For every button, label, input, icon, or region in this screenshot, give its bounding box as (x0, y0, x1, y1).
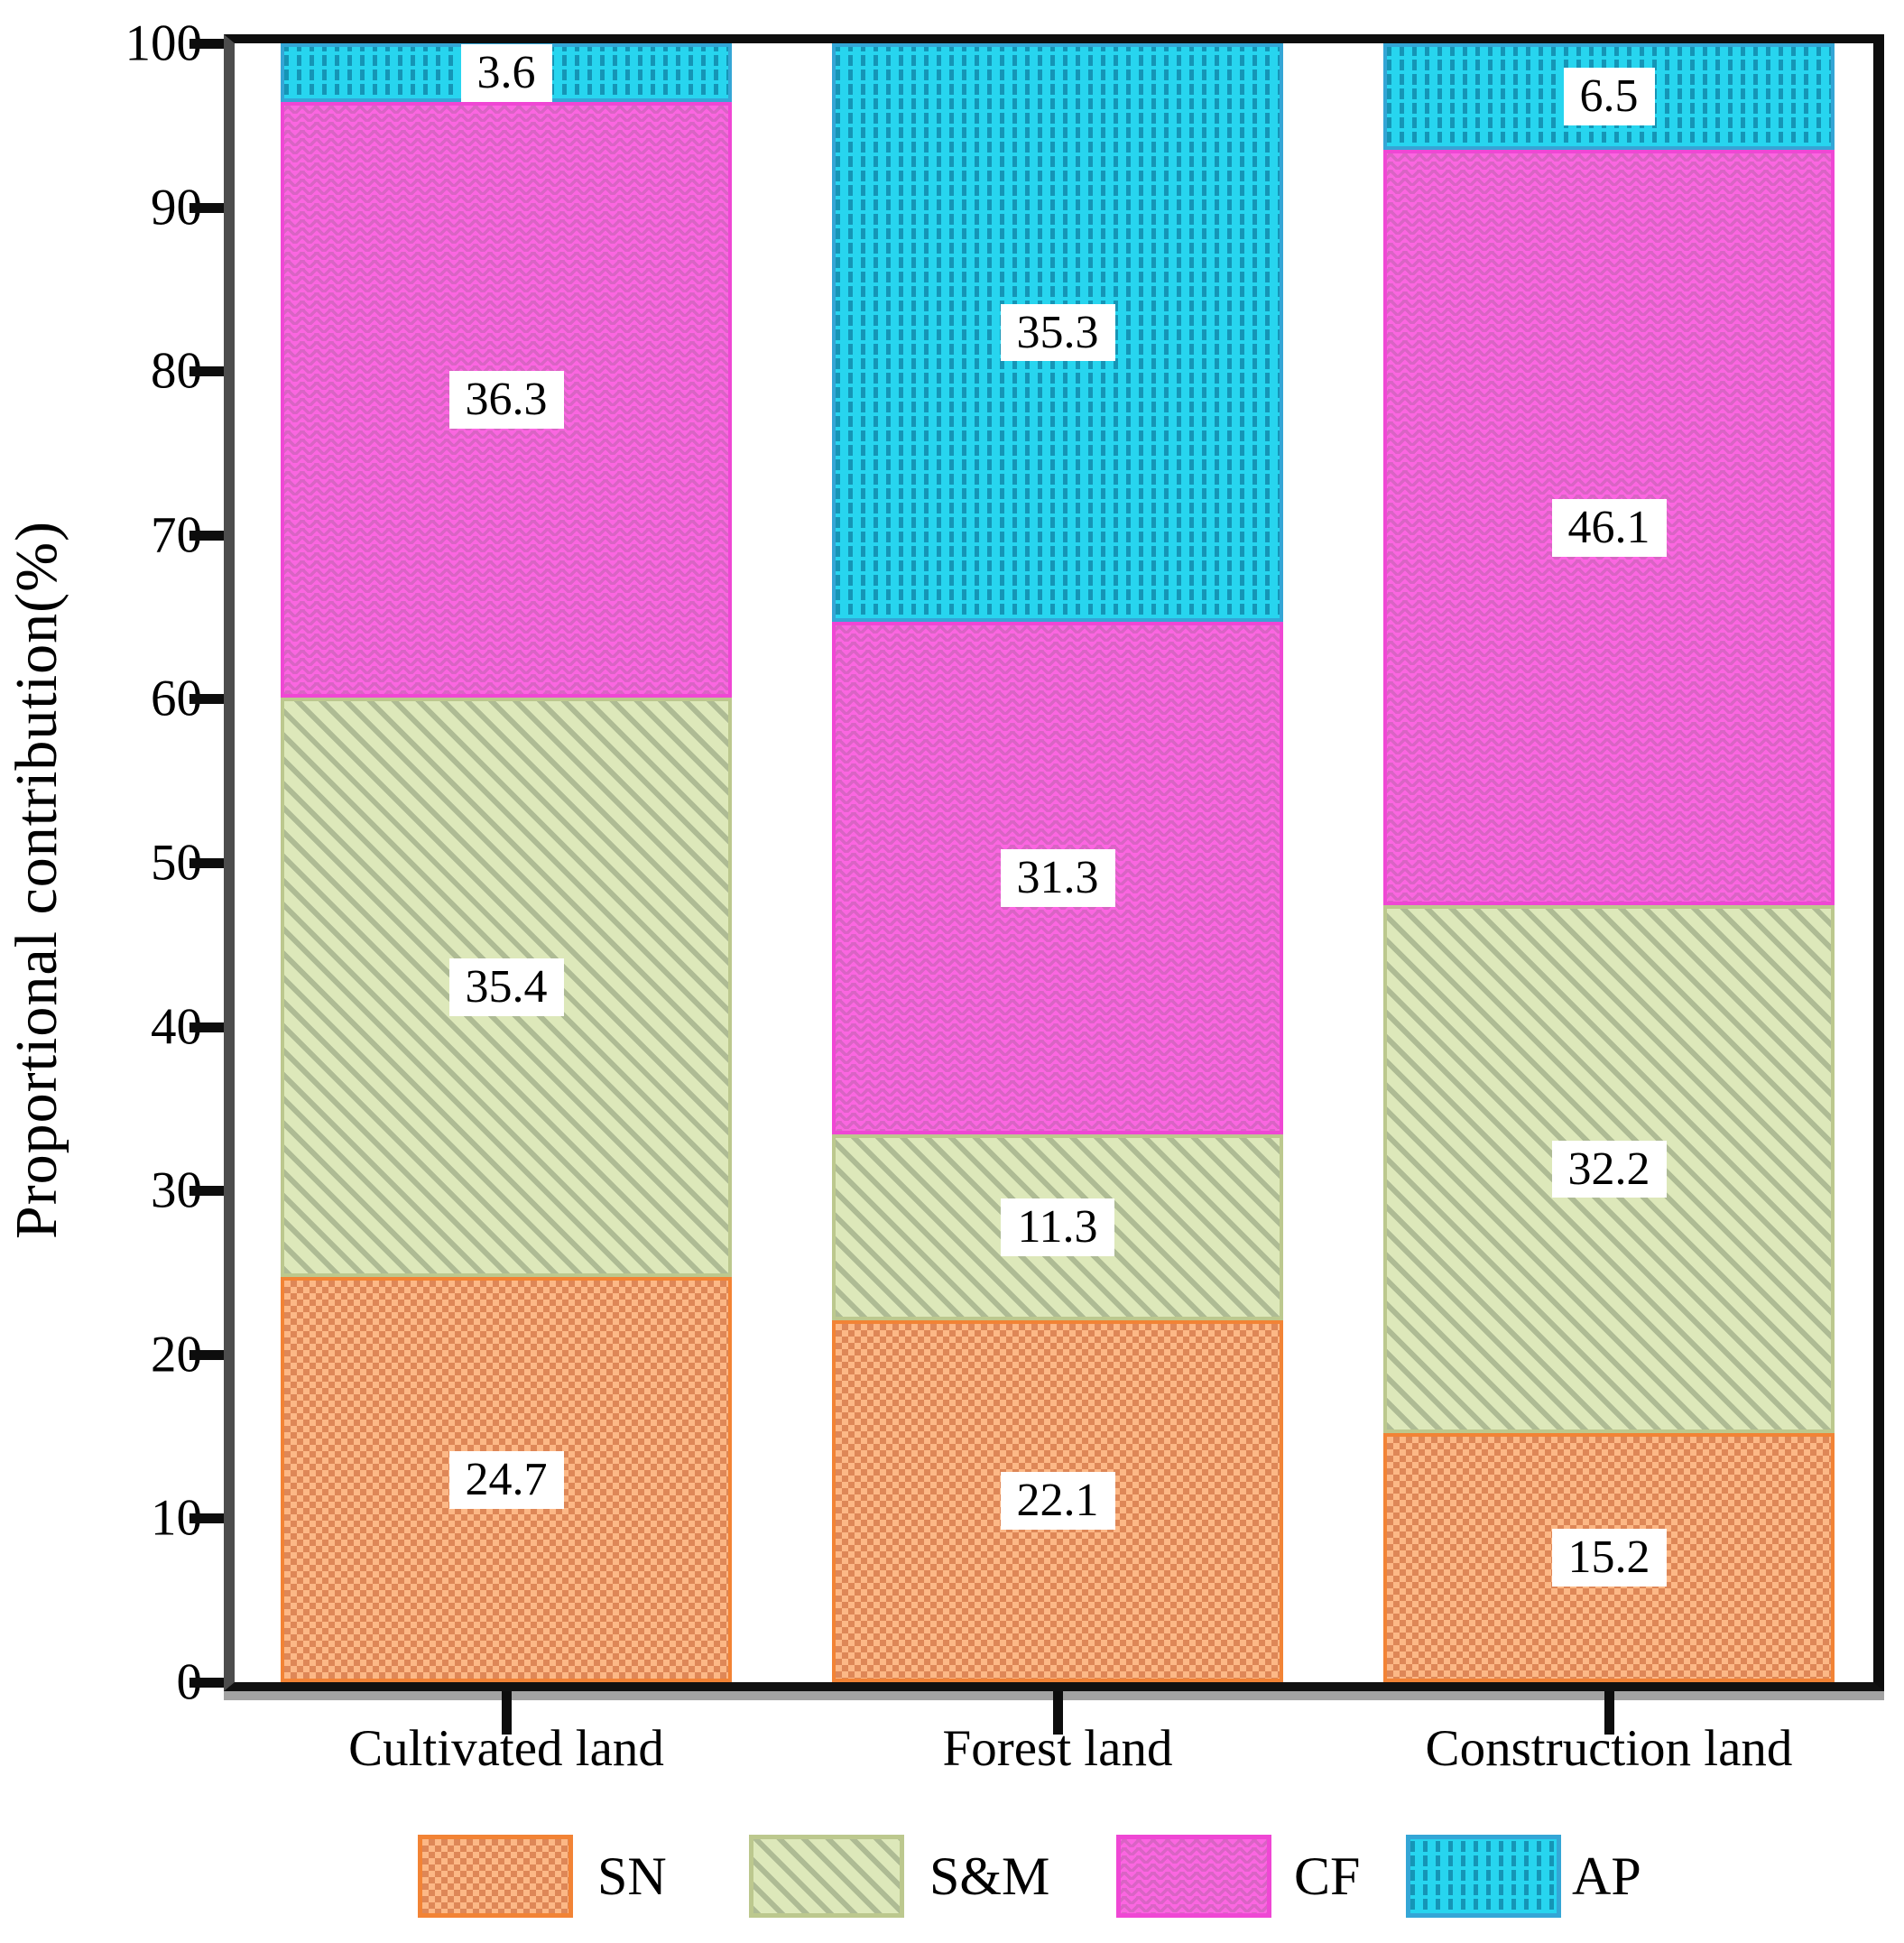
legend-swatch-sn (418, 1835, 573, 1918)
segment-cf: 31.3 (832, 622, 1283, 1135)
y-tick-label: 50 (151, 834, 202, 892)
y-tick (189, 1349, 226, 1360)
y-tick-label: 0 (14, 1657, 203, 1708)
y-tick-label: 40 (151, 998, 202, 1056)
y-tick-label: 80 (151, 342, 202, 400)
value-label: 35.3 (1000, 303, 1115, 362)
y-tick (189, 1022, 226, 1032)
legend-label-cf: CF (1294, 1846, 1361, 1906)
y-tick (189, 202, 226, 213)
segment-sn: 22.1 (832, 1319, 1283, 1682)
plot-inner: 24.7 35.4 36.3 3.6 22.1 11.3 31.3 35.3 15.2 32.2 4… (235, 43, 1873, 1682)
segment-ap: 3.6 (281, 43, 732, 103)
y-tick-label: 100 (125, 14, 203, 72)
y-tick (189, 39, 226, 49)
legend-label-sn: SN (597, 1846, 667, 1906)
value-label: 15.2 (1551, 1529, 1667, 1587)
value-label: 32.2 (1551, 1140, 1667, 1198)
y-tick (189, 1678, 226, 1688)
value-label: 35.4 (448, 958, 564, 1016)
segment-cf: 36.3 (281, 102, 732, 698)
y-tick (189, 1513, 226, 1524)
segment-sm: 35.4 (281, 697, 732, 1278)
x-tick (1053, 1691, 1063, 1735)
segment-ap: 35.3 (832, 43, 1283, 623)
legend-swatch-cf (1116, 1835, 1271, 1918)
y-tick (189, 1186, 226, 1197)
x-tick (1604, 1691, 1614, 1735)
segment-sm: 32.2 (1383, 905, 1835, 1433)
y-tick (189, 530, 226, 541)
segment-ap: 6.5 (1383, 43, 1835, 151)
bar-cultivated-land: 24.7 35.4 36.3 3.6 (281, 43, 732, 1682)
y-tick (189, 366, 226, 377)
x-tick (502, 1691, 512, 1735)
legend-label-ap: AP (1572, 1846, 1641, 1906)
bar-construction-land: 15.2 32.2 46.1 6.5 (1383, 43, 1835, 1682)
segment-sn: 24.7 (281, 1277, 732, 1682)
bar-forest-land: 22.1 11.3 31.3 35.3 (832, 43, 1283, 1682)
value-label: 31.3 (1000, 849, 1115, 908)
value-label: 11.3 (1001, 1198, 1114, 1256)
y-tick (189, 858, 226, 868)
legend-swatch-ap (1406, 1835, 1561, 1918)
value-label: 3.6 (460, 43, 552, 102)
segment-sn: 15.2 (1383, 1432, 1835, 1682)
y-tick-label: 10 (151, 1489, 202, 1547)
y-tick (189, 694, 226, 705)
value-label: 24.7 (448, 1450, 564, 1509)
category-label: Construction land (1425, 1720, 1793, 1777)
category-label: Cultivated land (348, 1720, 664, 1777)
value-label: 46.1 (1551, 498, 1667, 557)
y-tick-label: 30 (151, 1161, 202, 1219)
y-tick-label: 70 (151, 506, 202, 564)
category-label: Forest land (942, 1720, 1173, 1777)
segment-sm: 11.3 (832, 1134, 1283, 1320)
plot-area: 24.7 35.4 36.3 3.6 22.1 11.3 31.3 35.3 15.2 32.2 4… (224, 34, 1884, 1691)
y-tick-label: 90 (151, 179, 202, 236)
value-label: 22.1 (1000, 1472, 1115, 1531)
legend-swatch-sm (749, 1835, 904, 1918)
value-label: 6.5 (1563, 68, 1655, 125)
y-tick-label: 60 (151, 670, 202, 727)
y-tick-label: 20 (151, 1326, 202, 1383)
segment-cf: 46.1 (1383, 150, 1835, 906)
legend-label-sm: S&M (929, 1846, 1050, 1906)
value-label: 36.3 (448, 371, 564, 429)
